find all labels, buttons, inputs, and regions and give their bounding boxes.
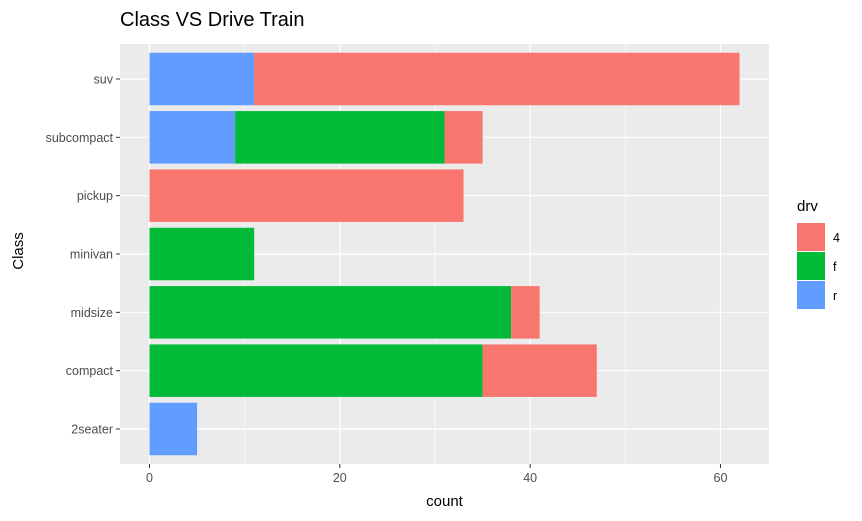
x-tick-label: 60 [714, 471, 728, 485]
y-tick-label-pickup: pickup [77, 189, 113, 203]
bar-subcompact-f [235, 111, 445, 164]
legend-key-r [797, 281, 825, 309]
x-axis-title: count [426, 493, 464, 510]
plot-panel [120, 44, 769, 464]
bar-midsize-f [149, 286, 512, 339]
x-axis: 0 20 40 60 [146, 464, 727, 485]
y-tick-label-subcompact: subcompact [46, 131, 114, 145]
y-tick-label-2seater: 2seater [71, 423, 113, 437]
y-tick-label-compact: compact [66, 364, 114, 378]
legend-key-4 [797, 223, 825, 251]
bar-minivan-f [149, 227, 255, 281]
legend-label-4: 4 [833, 231, 840, 245]
legend-label-r: r [833, 289, 837, 303]
legend-key-f [797, 252, 825, 280]
x-tick-label: 20 [333, 471, 347, 485]
y-axis-title: Class [10, 232, 27, 270]
bar-suv-4 [254, 52, 740, 106]
legend-label-f: f [833, 260, 837, 274]
y-tick-label-minivan: minivan [70, 248, 113, 262]
bar-subcompact-4 [444, 111, 483, 164]
bar-compact-4 [482, 344, 597, 397]
legend: drv 4 f r [797, 198, 840, 309]
bar-subcompact-r [149, 111, 236, 164]
bar-pickup-4 [149, 169, 464, 222]
x-tick-label: 40 [523, 471, 537, 485]
y-tick-label-midsize: midsize [71, 306, 113, 320]
bar-suv-r [149, 52, 255, 106]
y-axis: 2seater compact midsize minivan pickup subcom… [46, 73, 120, 437]
legend-title: drv [797, 198, 818, 215]
bar-2seater-r [149, 402, 198, 456]
bar-compact-f [149, 344, 483, 397]
y-tick-label-suv: suv [94, 73, 114, 87]
chart-title: Class VS Drive Train [120, 9, 305, 31]
bar-midsize-4 [511, 286, 540, 339]
x-tick-label: 0 [146, 471, 153, 485]
